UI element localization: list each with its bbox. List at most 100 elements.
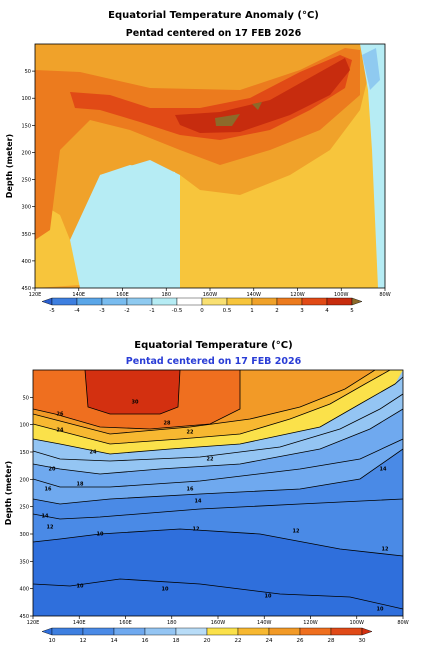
colorbar-segment — [299, 627, 332, 636]
contour-label: 14 — [195, 499, 202, 505]
y-tick-label: 400 — [21, 259, 31, 265]
colorbar-segment — [237, 627, 270, 636]
colorbar-tick-label: 1 — [250, 308, 254, 314]
chart2-title: Equatorial Temperature (°C) — [134, 340, 293, 351]
colorbar-segment — [176, 297, 203, 306]
colorbar-segment — [201, 297, 228, 306]
colorbar-tick-label: 0 — [200, 308, 204, 314]
contour-label: 22 — [207, 457, 214, 463]
colorbar-segment — [251, 297, 278, 306]
y-tick-label: 350 — [21, 232, 31, 238]
contour-label: 10 — [265, 594, 272, 600]
x-tick-label: 80W — [379, 292, 390, 298]
colorbar-segment — [82, 627, 115, 636]
colorbar-segment — [51, 627, 84, 636]
colorbar-arrow-right — [361, 627, 373, 636]
colorbar-tick-label: 26 — [297, 638, 304, 644]
y-tick-label: 300 — [19, 532, 29, 538]
colorbar-tick-label: 14 — [111, 638, 118, 644]
y-tick-label: 350 — [19, 559, 29, 565]
chart1-subtitle: Pentad centered on 17 FEB 2026 — [125, 28, 302, 39]
contour-label: 12 — [47, 525, 54, 531]
colorbar-tick-label: -4 — [74, 308, 80, 314]
y-tick-label: 200 — [19, 477, 29, 483]
colorbar-tick-label: 22 — [235, 638, 242, 644]
x-tick-label: 100W — [350, 620, 365, 626]
colorbar-tick-label: 24 — [266, 638, 273, 644]
y-tick-label: 450 — [19, 614, 29, 620]
colorbar-segment — [268, 627, 301, 636]
chart2-subtitle: Pentad centered on 17 FEB 2026 — [125, 356, 302, 367]
x-tick-label: 120E — [27, 620, 40, 626]
contour-label: 22 — [187, 430, 194, 436]
x-tick-label: 160W — [203, 292, 218, 298]
colorbar-segment — [175, 627, 208, 636]
colorbar-tick-label: 5 — [350, 308, 354, 314]
colorbar-tick-label: 28 — [328, 638, 335, 644]
colorbar-segment — [301, 297, 328, 306]
colorbar-tick-label: -2 — [124, 308, 129, 314]
colorbar-tick-label: -1 — [149, 308, 154, 314]
x-tick-label: 120E — [29, 292, 42, 298]
y-tick-label: 100 — [21, 96, 31, 102]
colorbar-segment — [144, 627, 177, 636]
chart1-ylabel: Depth (meter) — [5, 134, 14, 198]
colorbar-segment — [206, 627, 239, 636]
colorbar-tick-label: -5 — [49, 308, 55, 314]
colorbar-segment — [151, 297, 178, 306]
x-tick-label: 180 — [161, 292, 171, 298]
chart1-svg: Depth (meter) 50100150200250300350400450… — [5, 43, 391, 314]
contour-label: 12 — [193, 527, 200, 533]
colorbar-tick-label: -0.5 — [172, 308, 183, 314]
contour-label: 30 — [132, 400, 139, 406]
y-tick-label: 150 — [19, 450, 29, 456]
chart1-field — [35, 44, 385, 288]
x-tick-label: 100W — [334, 292, 349, 298]
y-tick-label: 400 — [19, 587, 29, 593]
y-tick-label: 50 — [25, 69, 31, 75]
contour-label: 14 — [380, 467, 387, 473]
y-tick-label: 250 — [19, 505, 29, 511]
contour-label: 18 — [77, 482, 84, 488]
colorbar-tick-label: 3 — [300, 308, 304, 314]
chart2-field — [33, 370, 403, 616]
contour-label: 16 — [45, 487, 52, 493]
contour-label: 14 — [42, 514, 49, 520]
x-tick-label: 160E — [116, 292, 129, 298]
colorbar-segment — [51, 297, 78, 306]
colorbar-segment — [113, 627, 146, 636]
colorbar-arrow-left — [41, 297, 53, 306]
colorbar-segment — [76, 297, 103, 306]
x-tick-label: 140W — [247, 292, 262, 298]
colorbar-segment — [276, 297, 303, 306]
y-tick-label: 250 — [21, 178, 31, 184]
contour-label: 10 — [77, 584, 84, 590]
colorbar-tick-label: -3 — [99, 308, 105, 314]
contour-label: 10 — [97, 532, 104, 538]
chart2-ylabel: Depth (meter) — [4, 461, 13, 525]
colorbar-segment — [326, 297, 353, 306]
contour-label: 20 — [49, 467, 56, 473]
y-tick-label: 300 — [21, 205, 31, 211]
x-tick-label: 80W — [397, 620, 408, 626]
colorbar-segment — [101, 297, 128, 306]
x-tick-label: 120W — [303, 620, 318, 626]
x-tick-label: 160E — [119, 620, 132, 626]
colorbar-segment — [226, 297, 253, 306]
contour-label: 24 — [90, 450, 97, 456]
colorbar-tick-label: 10 — [49, 638, 56, 644]
chart1-title: Equatorial Temperature Anomaly (°C) — [108, 10, 319, 21]
colorbar-tick-label: 4 — [325, 308, 329, 314]
colorbar-tick-label: 30 — [359, 638, 366, 644]
colorbar-tick-label: 12 — [80, 638, 87, 644]
contour-label: 12 — [382, 547, 389, 553]
x-tick-label: 140E — [72, 292, 85, 298]
contour-label: 28 — [164, 421, 171, 427]
contour-label: 26 — [57, 412, 64, 418]
x-tick-label: 160W — [211, 620, 226, 626]
contour-label: 16 — [187, 487, 194, 493]
colorbar-arrow-right — [351, 297, 363, 306]
contour-label: 10 — [162, 587, 169, 593]
y-tick-label: 100 — [19, 423, 29, 429]
